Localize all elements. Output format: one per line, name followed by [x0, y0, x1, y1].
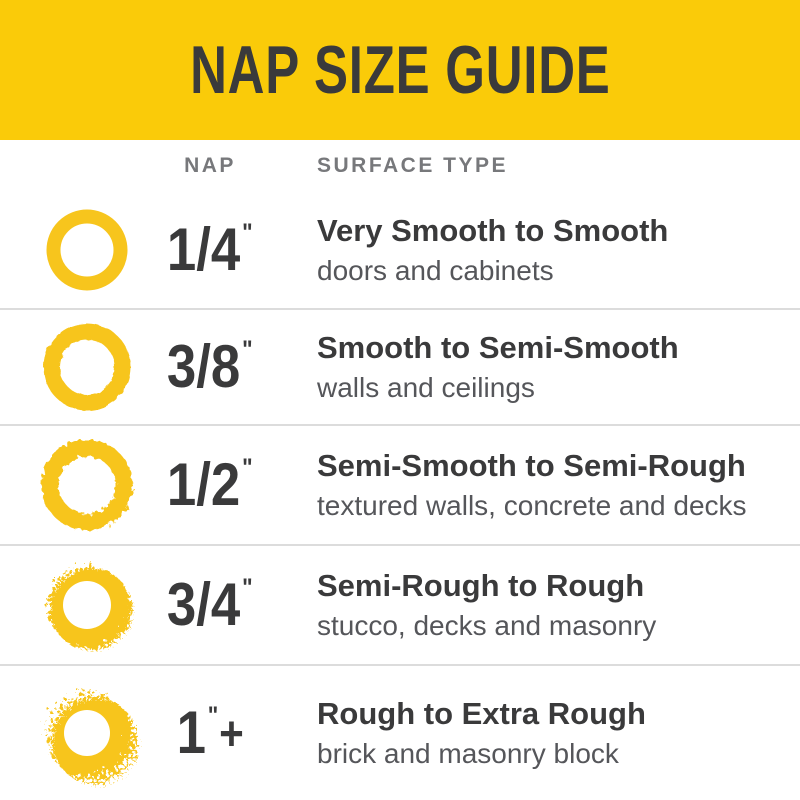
nap-size-label: 3/8" — [166, 333, 253, 400]
page-title: NAP SIZE GUIDE — [189, 32, 611, 108]
inch-mark: " — [241, 219, 253, 247]
surface-type-title: Very Smooth to Smooth — [317, 212, 669, 248]
surface-type-examples: brick and masonry block — [317, 737, 619, 769]
fuzzy-nap-ring-icon — [46, 564, 128, 646]
nap-size-label: 1/4" — [166, 216, 253, 283]
column-header-surface-type: SURFACE TYPE — [317, 154, 509, 177]
inch-mark: " — [241, 454, 253, 482]
surface-type-title: Smooth to Semi-Smooth — [317, 329, 679, 365]
surface-type-examples: doors and cabinets — [317, 254, 554, 286]
surface-type-title: Semi-Smooth to Semi-Rough — [317, 447, 746, 483]
nap-table: 1/4" Very Smooth to Smooth doors and cab… — [0, 192, 800, 800]
surface-type-examples: textured walls, concrete and decks — [317, 489, 747, 521]
table-row: 1/2" Semi-Smooth to Semi-Rough textured … — [0, 424, 800, 544]
smooth-nap-ring-icon — [46, 209, 128, 291]
nap-size-label: 1/2" — [166, 451, 253, 518]
surface-type-title: Semi-Rough to Rough — [317, 567, 645, 603]
table-row: 3/4" Semi-Rough to Rough stucco, decks a… — [0, 544, 800, 664]
surface-type-title: Rough to Extra Rough — [317, 695, 646, 731]
extra-fuzzy-nap-ring-icon — [44, 690, 130, 776]
textured-nap-ring-icon — [41, 439, 133, 531]
nap-size-label: 1"+ — [176, 699, 244, 766]
nap-size-label: 3/4" — [166, 571, 253, 638]
inch-mark: " — [207, 702, 219, 730]
surface-type-examples: stucco, decks and masonry — [317, 609, 657, 641]
table-row: 1/4" Very Smooth to Smooth doors and cab… — [0, 192, 800, 308]
banner: NAP SIZE GUIDE — [0, 0, 800, 140]
table-row: 3/8" Smooth to Semi-Smooth walls and cei… — [0, 308, 800, 424]
column-headers: NAP SURFACE TYPE — [0, 140, 800, 192]
inch-mark: " — [241, 336, 253, 364]
surface-type-examples: walls and ceilings — [317, 371, 535, 403]
inch-mark: " — [241, 574, 253, 602]
column-header-nap: NAP — [184, 154, 236, 177]
table-row: 1"+ Rough to Extra Rough brick and mason… — [0, 664, 800, 800]
semi-smooth-nap-ring-icon — [43, 323, 131, 411]
